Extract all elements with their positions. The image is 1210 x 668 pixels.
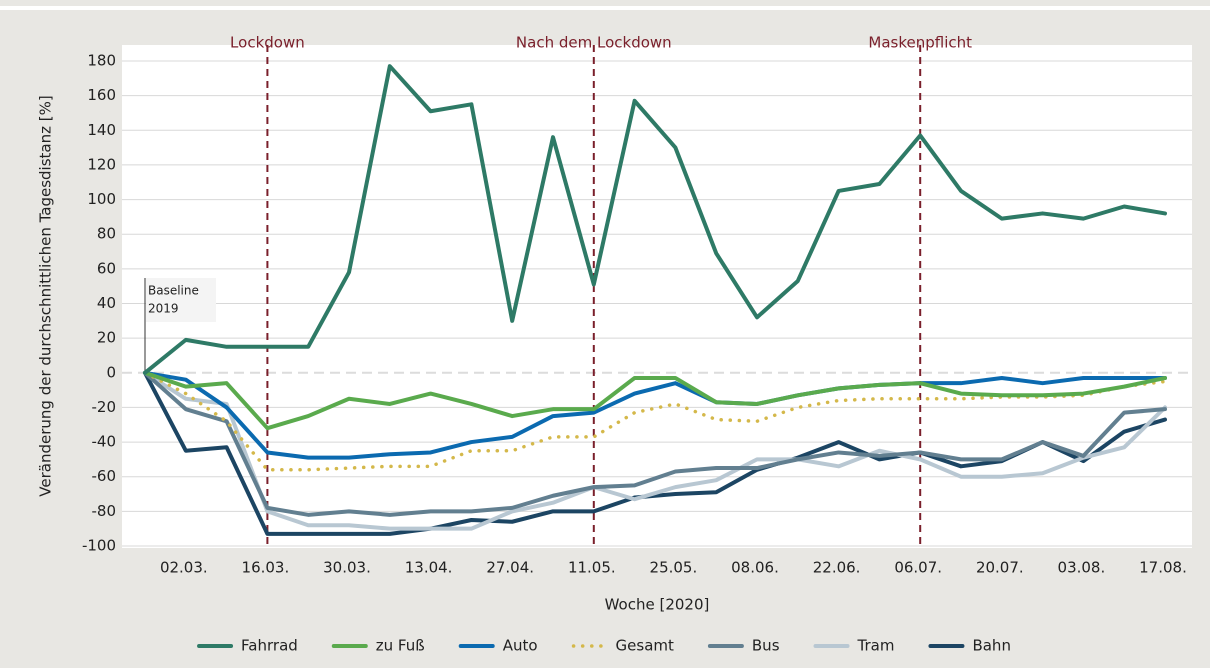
top-strip — [0, 0, 1210, 6]
y-tick-label: 140 — [87, 121, 116, 139]
legend-label: Fahrrad — [241, 637, 298, 655]
legend-label: Tram — [857, 637, 895, 655]
y-tick-label: -100 — [82, 537, 116, 555]
legend-label: Auto — [503, 637, 538, 655]
x-tick-label: 25.05. — [650, 559, 698, 577]
series-line — [143, 370, 1167, 431]
x-tick-label: 27.04. — [486, 559, 534, 577]
y-tick-label: 80 — [97, 225, 116, 243]
x-tick-label: 22.06. — [813, 559, 861, 577]
x-tick-label: 11.05. — [568, 559, 616, 577]
series-line — [143, 64, 1167, 375]
series-line — [143, 370, 1167, 517]
y-tick-label: 180 — [87, 52, 116, 70]
x-tick-label: 03.08. — [1058, 559, 1106, 577]
legend-label: Bus — [752, 637, 780, 655]
x-tick-label: 17.08. — [1139, 559, 1187, 577]
y-tick-label: -60 — [92, 467, 117, 485]
y-tick-label: -40 — [92, 433, 117, 451]
legend-label: Bahn — [972, 637, 1011, 655]
y-tick-label: -80 — [92, 502, 117, 520]
baseline-label: 2019 — [148, 302, 179, 316]
y-tick-label: 60 — [97, 259, 116, 277]
y-tick-label: 40 — [97, 294, 116, 312]
y-tick-label: 0 — [106, 363, 116, 381]
baseline-label: Baseline — [148, 284, 199, 298]
x-tick-label: 20.07. — [976, 559, 1024, 577]
y-axis-label: Veränderung der durchschnittlichen Tages… — [37, 95, 55, 496]
x-axis-label: Woche [2020] — [605, 596, 710, 614]
x-tick-label: 06.07. — [894, 559, 942, 577]
x-tick-label: 16.03. — [242, 559, 290, 577]
y-tick-label: 100 — [87, 190, 116, 208]
series-line — [143, 370, 1167, 531]
legend: Fahrrad zu Fuß Auto Gesamt Bus Tram Bahn — [197, 637, 1011, 655]
legend-label: Gesamt — [616, 637, 674, 655]
baseline-box — [146, 278, 216, 322]
event-label: Maskenpflicht — [868, 34, 972, 52]
series-line — [143, 370, 1167, 460]
x-tick-label: 02.03. — [160, 559, 208, 577]
legend-label: zu Fuß — [376, 637, 425, 655]
y-tick-label: 120 — [87, 155, 116, 173]
x-tick-label: 13.04. — [405, 559, 453, 577]
event-label: Nach dem Lockdown — [516, 34, 672, 52]
series-line — [143, 370, 1167, 536]
y-tick-label: -20 — [92, 398, 117, 416]
y-tick-label: 160 — [87, 86, 116, 104]
event-label: Lockdown — [230, 34, 305, 52]
y-tick-label: 20 — [97, 329, 116, 347]
x-tick-label: 30.03. — [323, 559, 371, 577]
x-tick-label: 08.06. — [731, 559, 779, 577]
